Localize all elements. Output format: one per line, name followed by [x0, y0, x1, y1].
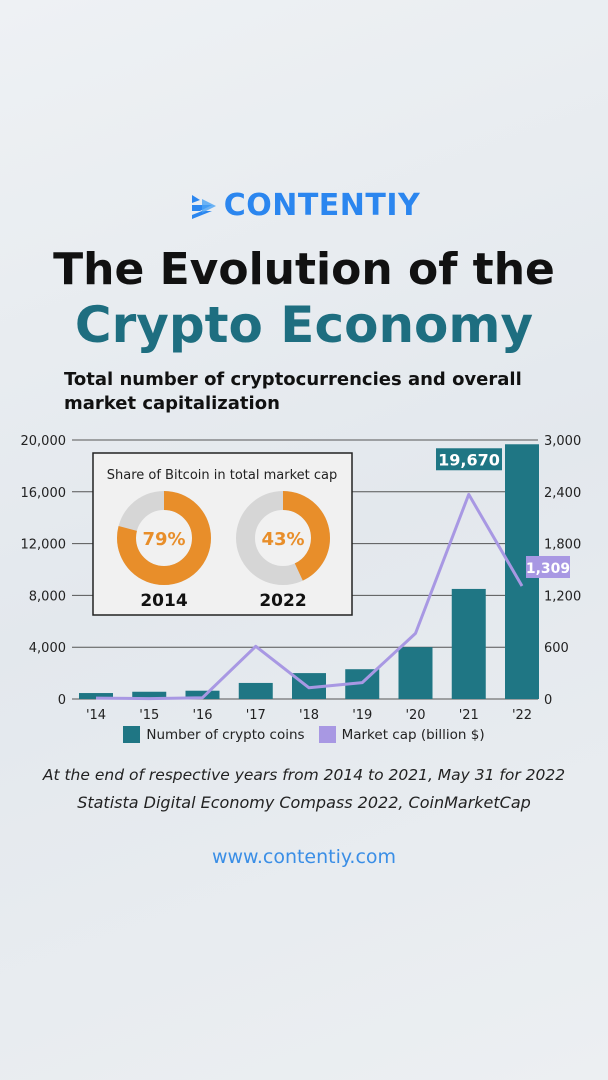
callout-box-coins	[436, 448, 502, 471]
x-tick-label: '15	[139, 708, 159, 723]
left-tick-label: 4,000	[29, 641, 66, 656]
brand-name: CONTENTIY	[223, 188, 421, 223]
footnote: At the end of respective years from 2014…	[42, 766, 566, 784]
right-tick-label: 3,000	[544, 434, 581, 449]
source: Statista Digital Economy Compass 2022, C…	[77, 793, 531, 812]
donut-year-2014: 2014	[140, 591, 187, 611]
brand-logo: CONTENTIY	[0, 188, 608, 223]
bar-21	[451, 588, 486, 699]
donut-bitcoin-2014	[117, 491, 211, 585]
x-tick-label: '22	[512, 708, 532, 723]
callout-coins: 19,670	[438, 450, 500, 469]
legend-label-coins: Number of crypto coins	[146, 726, 305, 743]
donut-label-2022: 43%	[261, 529, 304, 550]
x-tick-label: '21	[459, 708, 479, 723]
bar-17	[238, 682, 273, 699]
x-tick-label: '17	[246, 708, 266, 723]
logo-icon	[191, 194, 216, 219]
x-tick-label: '18	[299, 708, 319, 723]
right-tick-label: 1,200	[544, 589, 581, 604]
legend-label-marketcap: Market cap (billion $)	[341, 726, 485, 743]
title-line-1: The Evolution of the	[53, 244, 555, 295]
left-tick-label: 16,000	[21, 486, 67, 501]
left-tick-label: 8,000	[29, 589, 66, 604]
legend-item-marketcap: Market cap (billion $)	[318, 726, 485, 743]
legend-swatch-coins	[123, 726, 141, 743]
bar-20	[398, 647, 433, 699]
callout-marketcap: 1,309	[526, 561, 570, 577]
x-tick-label: '20	[405, 708, 425, 723]
donut-label-2014: 79%	[142, 529, 185, 550]
title-line-2: Crypto Economy	[74, 296, 534, 354]
x-tick-label: '19	[352, 708, 372, 723]
donut-year-2022: 2022	[259, 591, 306, 611]
left-tick-label: 12,000	[21, 538, 67, 553]
right-tick-label: 600	[544, 641, 569, 656]
donut-bitcoin-2022	[236, 491, 330, 585]
x-tick-label: '16	[192, 708, 212, 723]
right-tick-label: 0	[544, 693, 552, 708]
legend-item-coins: Number of crypto coins	[123, 726, 305, 743]
bar-15	[132, 691, 167, 699]
x-tick-label: '14	[86, 708, 106, 723]
left-tick-label: 0	[58, 693, 66, 708]
inset-title: Share of Bitcoin in total market cap	[107, 468, 338, 483]
right-tick-label: 2,400	[544, 486, 581, 501]
website-link[interactable]: www.contentiy.com	[211, 846, 397, 868]
legend-swatch-marketcap	[318, 726, 336, 743]
left-tick-label: 20,000	[21, 434, 67, 449]
combo-chart: 0 4,000 8,000 12,000 16,000 20,000 0 600 1,200 1,…	[21, 434, 582, 723]
bar-16	[185, 690, 220, 699]
right-tick-label: 1,800	[544, 538, 581, 553]
legend: Number of crypto coins Market cap (billi…	[0, 726, 608, 743]
callout-box-marketcap	[526, 555, 570, 578]
subtitle: Total number of cryptocurrencies and ove…	[64, 369, 522, 414]
bar-14	[79, 693, 113, 699]
